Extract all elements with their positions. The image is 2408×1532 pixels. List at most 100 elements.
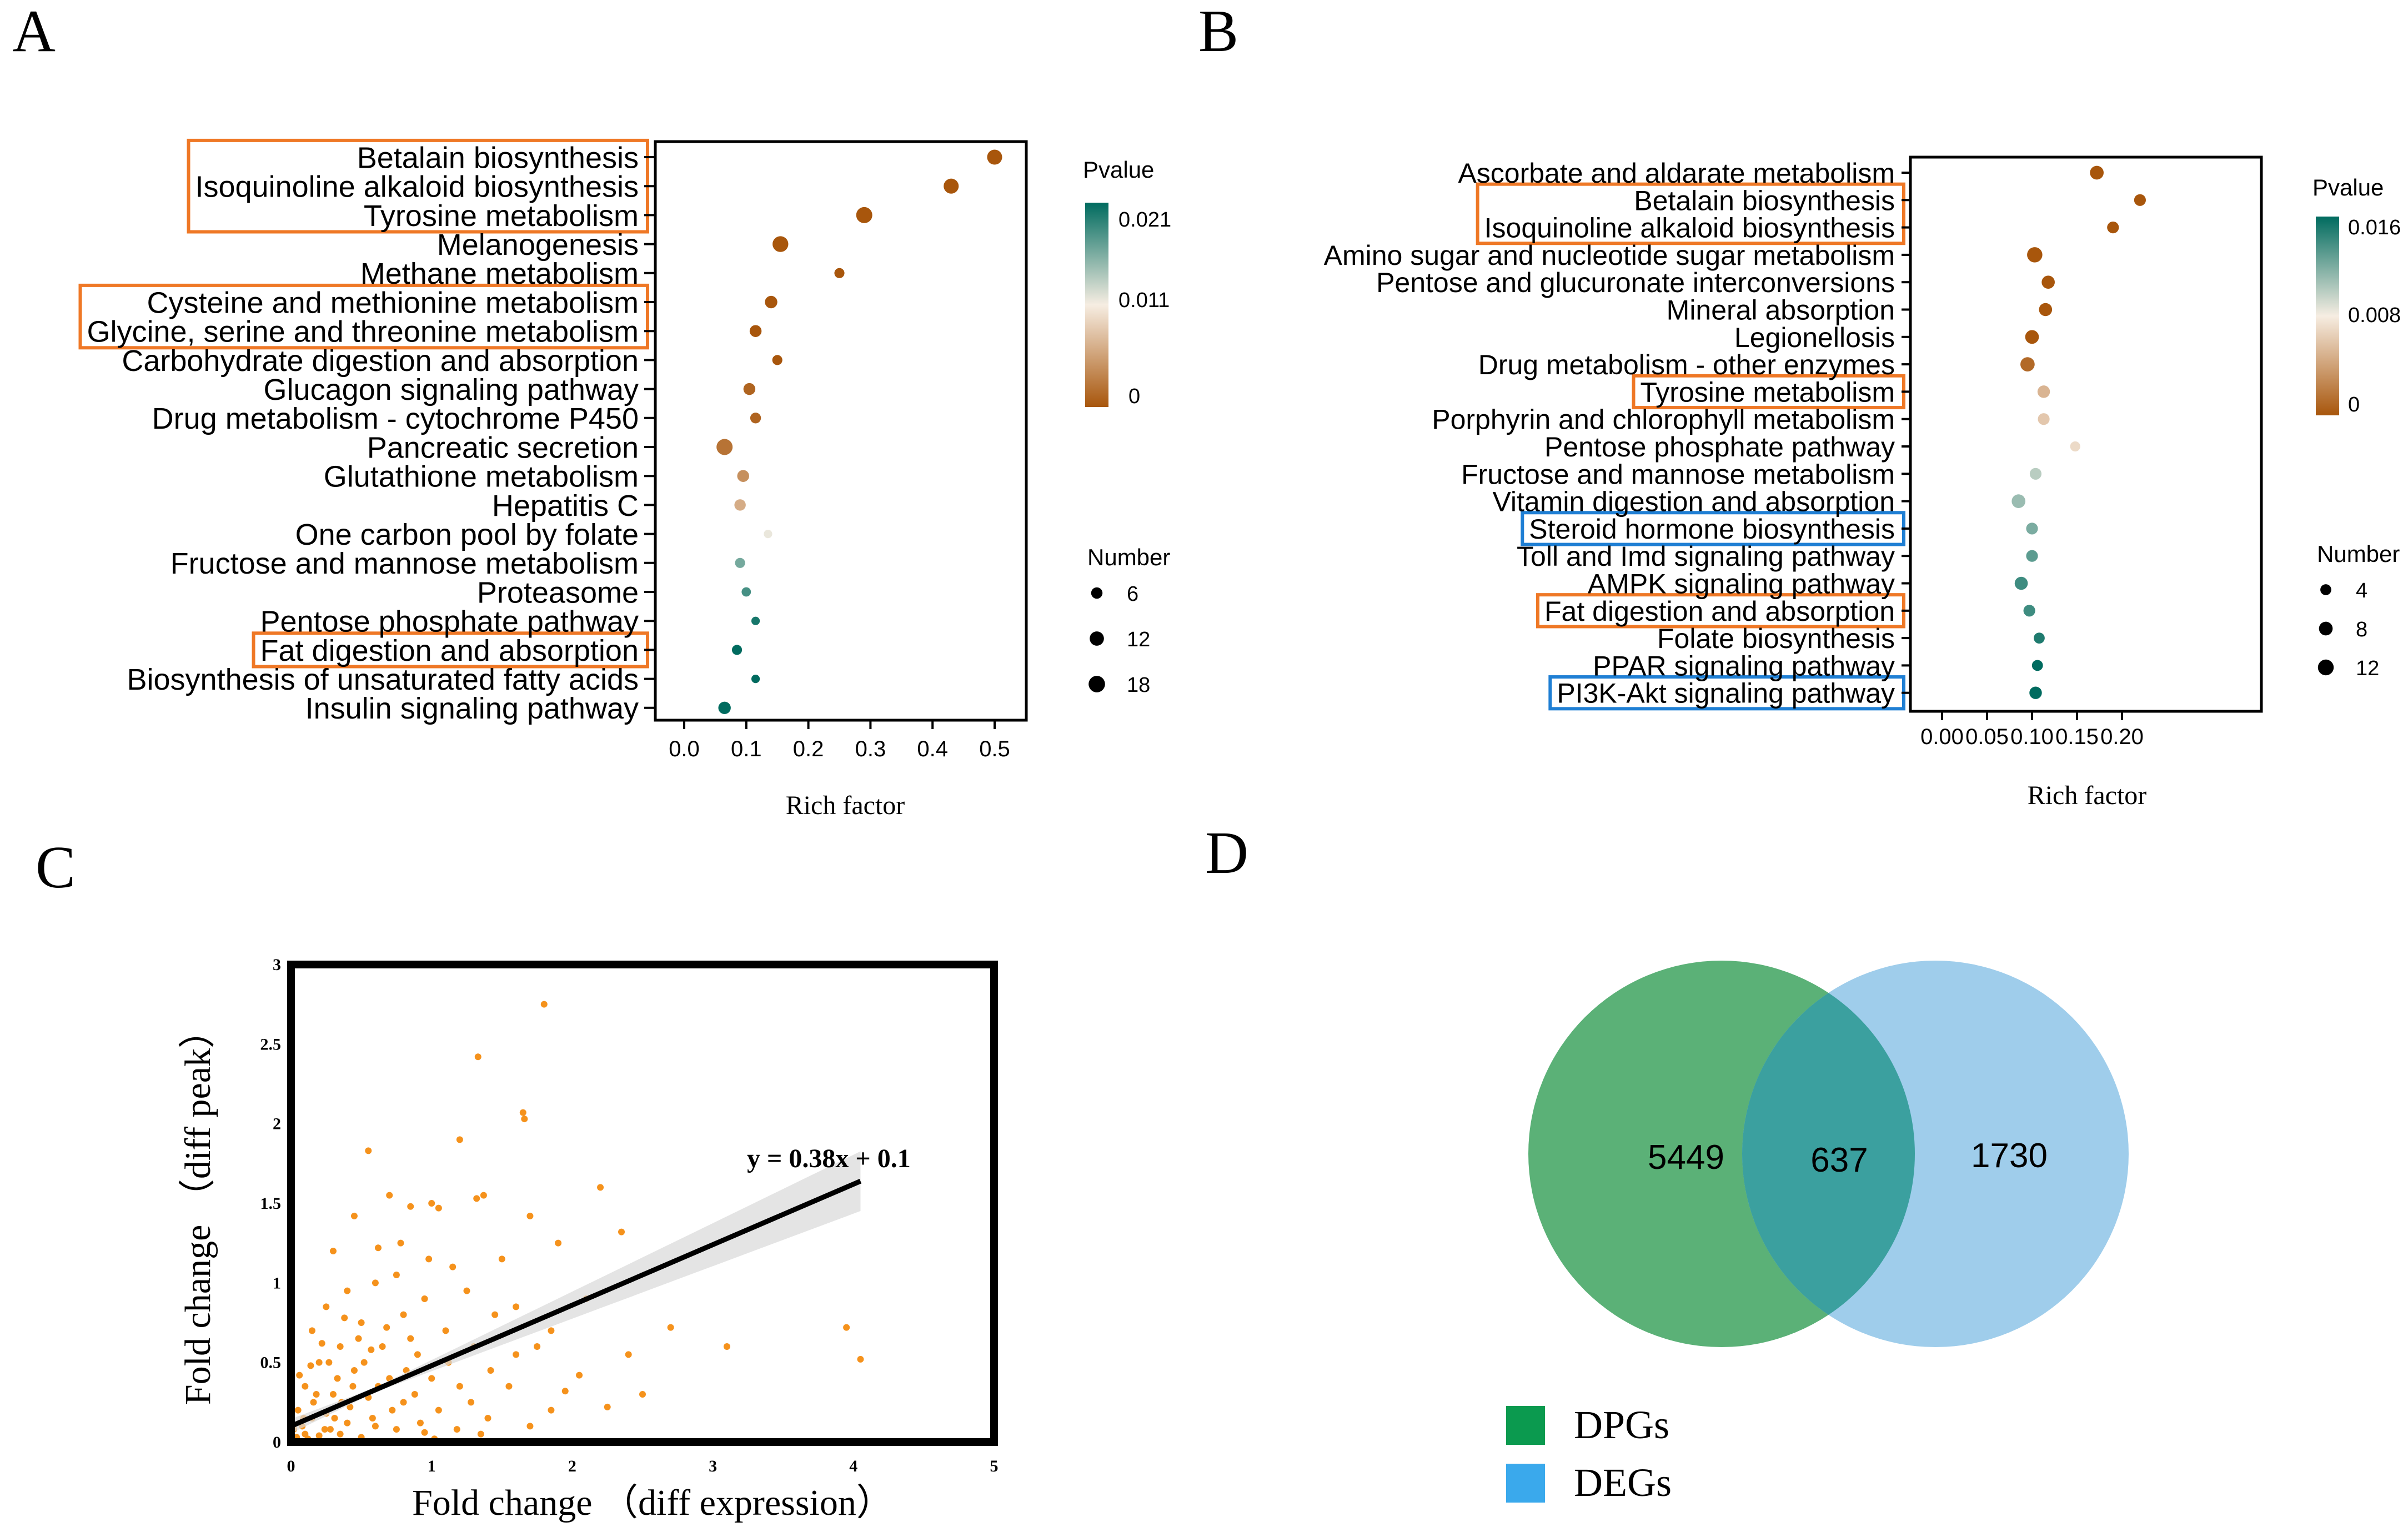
scatter-point bbox=[344, 1287, 351, 1294]
pathway-label: PPAR signaling pathway bbox=[1593, 650, 1895, 681]
x-tick-label: 2 bbox=[568, 1457, 576, 1475]
bubble-point bbox=[2020, 357, 2035, 371]
scatter-point bbox=[365, 1147, 372, 1154]
pathway-label: Methane metabolism bbox=[360, 257, 639, 290]
venn-count-dpgs-only: 5449 bbox=[1648, 1138, 1724, 1177]
panel-a-y-ticks bbox=[644, 156, 655, 709]
scatter-point bbox=[555, 1239, 562, 1247]
bubble-point bbox=[772, 355, 782, 365]
panel-c-plot-frame bbox=[287, 961, 998, 1446]
bubble-point bbox=[944, 178, 959, 194]
panel-a-pvalue-tick-mid: 0.011 bbox=[1118, 289, 1170, 312]
scatter-point bbox=[449, 1263, 456, 1270]
pathway-label: Drug metabolism - cytochrome P450 bbox=[152, 402, 639, 435]
scatter-point bbox=[329, 1248, 337, 1254]
x-tick-label: 1 bbox=[428, 1457, 436, 1475]
scatter-point bbox=[519, 1109, 526, 1116]
scatter-point bbox=[473, 1195, 480, 1202]
bubble-point bbox=[2070, 441, 2080, 452]
bubble-point bbox=[2090, 165, 2104, 180]
bubble-point bbox=[987, 149, 1002, 165]
bubble-point bbox=[718, 701, 731, 715]
pathway-label: Pentose phosphate pathway bbox=[260, 605, 639, 639]
scatter-point bbox=[456, 1136, 463, 1143]
panel-c-x-axis-title: Fold change （diff expression） bbox=[412, 1483, 893, 1523]
scatter-point bbox=[334, 1375, 341, 1382]
x-tick-label: 0.20 bbox=[2100, 725, 2144, 749]
pathway-label: Glutathione metabolism bbox=[324, 460, 639, 494]
x-tick-label: 0.05 bbox=[1965, 725, 2009, 749]
panel-a-bubbles bbox=[716, 149, 1002, 715]
pathway-label: One carbon pool by folate bbox=[295, 518, 639, 551]
x-tick-label: 0.0 bbox=[669, 737, 700, 761]
number-legend-label: 4 bbox=[2356, 579, 2367, 602]
scatter-point bbox=[576, 1372, 583, 1379]
number-legend-label: 18 bbox=[1127, 674, 1150, 697]
panel-b-y-ticks bbox=[1902, 172, 1910, 694]
scatter-point bbox=[513, 1303, 520, 1310]
scatter-point bbox=[487, 1367, 494, 1374]
scatter-point bbox=[411, 1391, 418, 1398]
scatter-point bbox=[435, 1204, 442, 1212]
scatter-point bbox=[397, 1239, 404, 1247]
pathway-label: Betalain biosynthesis bbox=[1634, 185, 1895, 216]
pathway-label: Drug metabolism - other enzymes bbox=[1478, 349, 1895, 380]
panel-b-bubble-chart: Ascorbate and aldarate metabolismBetalai… bbox=[1324, 155, 2401, 810]
legend-swatch-dpgs bbox=[1506, 1406, 1545, 1445]
bubble-point bbox=[2026, 550, 2038, 562]
panel-b-x-axis-title: Rich factor bbox=[2028, 781, 2147, 810]
scatter-point bbox=[315, 1359, 323, 1366]
bubble-point bbox=[751, 674, 760, 684]
pathway-label: Amino sugar and nucleotide sugar metabol… bbox=[1324, 240, 1895, 271]
pathway-label: Pancreatic secretion bbox=[367, 431, 639, 464]
x-tick-label: 0.5 bbox=[979, 737, 1010, 761]
scatter-point bbox=[505, 1383, 513, 1390]
bubble-point bbox=[2027, 247, 2043, 263]
bubble-point bbox=[834, 268, 845, 278]
pathway-label: Betalain biosynthesis bbox=[357, 141, 639, 174]
x-tick-label: 0.00 bbox=[1920, 725, 1964, 749]
scatter-point bbox=[358, 1319, 365, 1326]
scatter-point bbox=[329, 1391, 337, 1398]
x-tick-label: 3 bbox=[709, 1457, 717, 1475]
scatter-point bbox=[414, 1351, 421, 1358]
scatter-point bbox=[372, 1279, 379, 1287]
pathway-label: Isoquinoline alkaloid biosynthesis bbox=[195, 170, 639, 204]
bubble-point bbox=[856, 207, 872, 223]
highlight-box bbox=[1476, 182, 1905, 245]
pathway-label: Fat digestion and absorption bbox=[1544, 596, 1895, 627]
panel-c-y-axis-title: Fold change （diff peak） bbox=[178, 1012, 218, 1405]
bubble-point bbox=[2107, 222, 2119, 234]
scatter-point bbox=[296, 1372, 303, 1379]
scatter-point bbox=[561, 1388, 569, 1395]
scatter-point bbox=[307, 1362, 314, 1369]
panel-c-fit bbox=[290, 1151, 862, 1434]
number-legend-label: 12 bbox=[1127, 628, 1150, 651]
scatter-point bbox=[372, 1423, 379, 1430]
pathway-label: Steroid hormone biosynthesis bbox=[1529, 514, 1895, 545]
scatter-point bbox=[667, 1324, 674, 1331]
venn-count-degs-only: 1730 bbox=[1971, 1137, 2048, 1175]
pathway-label: Glycine, serine and threonine metabolism bbox=[87, 315, 639, 349]
panel-b-pvalue-tick-max: 0.016 bbox=[2348, 216, 2401, 239]
scatter-point bbox=[474, 1053, 481, 1061]
pathway-label: Fructose and mannose metabolism bbox=[170, 547, 639, 580]
bubble-point bbox=[2041, 275, 2055, 289]
panel-a-number-legend-title: Number bbox=[1087, 544, 1170, 570]
pathway-label: Fructose and mannose metabolism bbox=[1461, 459, 1895, 490]
y-tick-label: 1 bbox=[273, 1274, 281, 1292]
bubble-point bbox=[2029, 468, 2042, 480]
scatter-point bbox=[477, 1430, 484, 1438]
scatter-point bbox=[360, 1359, 368, 1366]
panel-a-x-axis-title: Rich factor bbox=[786, 791, 905, 820]
number-legend-dot bbox=[1090, 631, 1104, 646]
scatter-point bbox=[321, 1426, 328, 1433]
scatter-point bbox=[526, 1212, 534, 1219]
scatter-point bbox=[625, 1351, 632, 1358]
panel-c-y-ticks: 0 0.5 1 1.5 2 2.5 3 bbox=[260, 956, 282, 1451]
number-legend-label: 8 bbox=[2356, 618, 2367, 641]
highlight-box bbox=[78, 283, 649, 350]
scatter-point bbox=[843, 1324, 850, 1331]
